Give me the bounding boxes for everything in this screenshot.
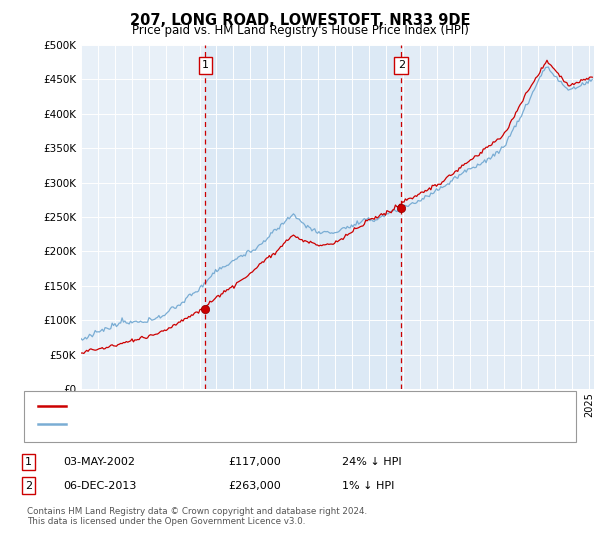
Text: 1% ↓ HPI: 1% ↓ HPI bbox=[342, 480, 394, 491]
Text: 03-MAY-2002: 03-MAY-2002 bbox=[63, 457, 135, 467]
Text: 1: 1 bbox=[202, 60, 209, 71]
Bar bbox=[205, 45, 594, 389]
Text: £117,000: £117,000 bbox=[228, 457, 281, 467]
Text: 2: 2 bbox=[25, 480, 32, 491]
Text: 207, LONG ROAD, LOWESTOFT, NR33 9DE: 207, LONG ROAD, LOWESTOFT, NR33 9DE bbox=[130, 13, 470, 28]
Bar bbox=[205, 45, 401, 389]
Text: Price paid vs. HM Land Registry's House Price Index (HPI): Price paid vs. HM Land Registry's House … bbox=[131, 24, 469, 36]
Text: Contains HM Land Registry data © Crown copyright and database right 2024.
This d: Contains HM Land Registry data © Crown c… bbox=[27, 507, 367, 526]
Text: 207, LONG ROAD, LOWESTOFT, NR33 9DE (detached house): 207, LONG ROAD, LOWESTOFT, NR33 9DE (det… bbox=[72, 401, 401, 411]
Text: £263,000: £263,000 bbox=[228, 480, 281, 491]
Text: 06-DEC-2013: 06-DEC-2013 bbox=[63, 480, 136, 491]
Text: 1: 1 bbox=[25, 457, 32, 467]
Text: HPI: Average price, detached house, East Suffolk: HPI: Average price, detached house, East… bbox=[72, 419, 339, 430]
Text: 2: 2 bbox=[398, 60, 405, 71]
Text: 24% ↓ HPI: 24% ↓ HPI bbox=[342, 457, 401, 467]
